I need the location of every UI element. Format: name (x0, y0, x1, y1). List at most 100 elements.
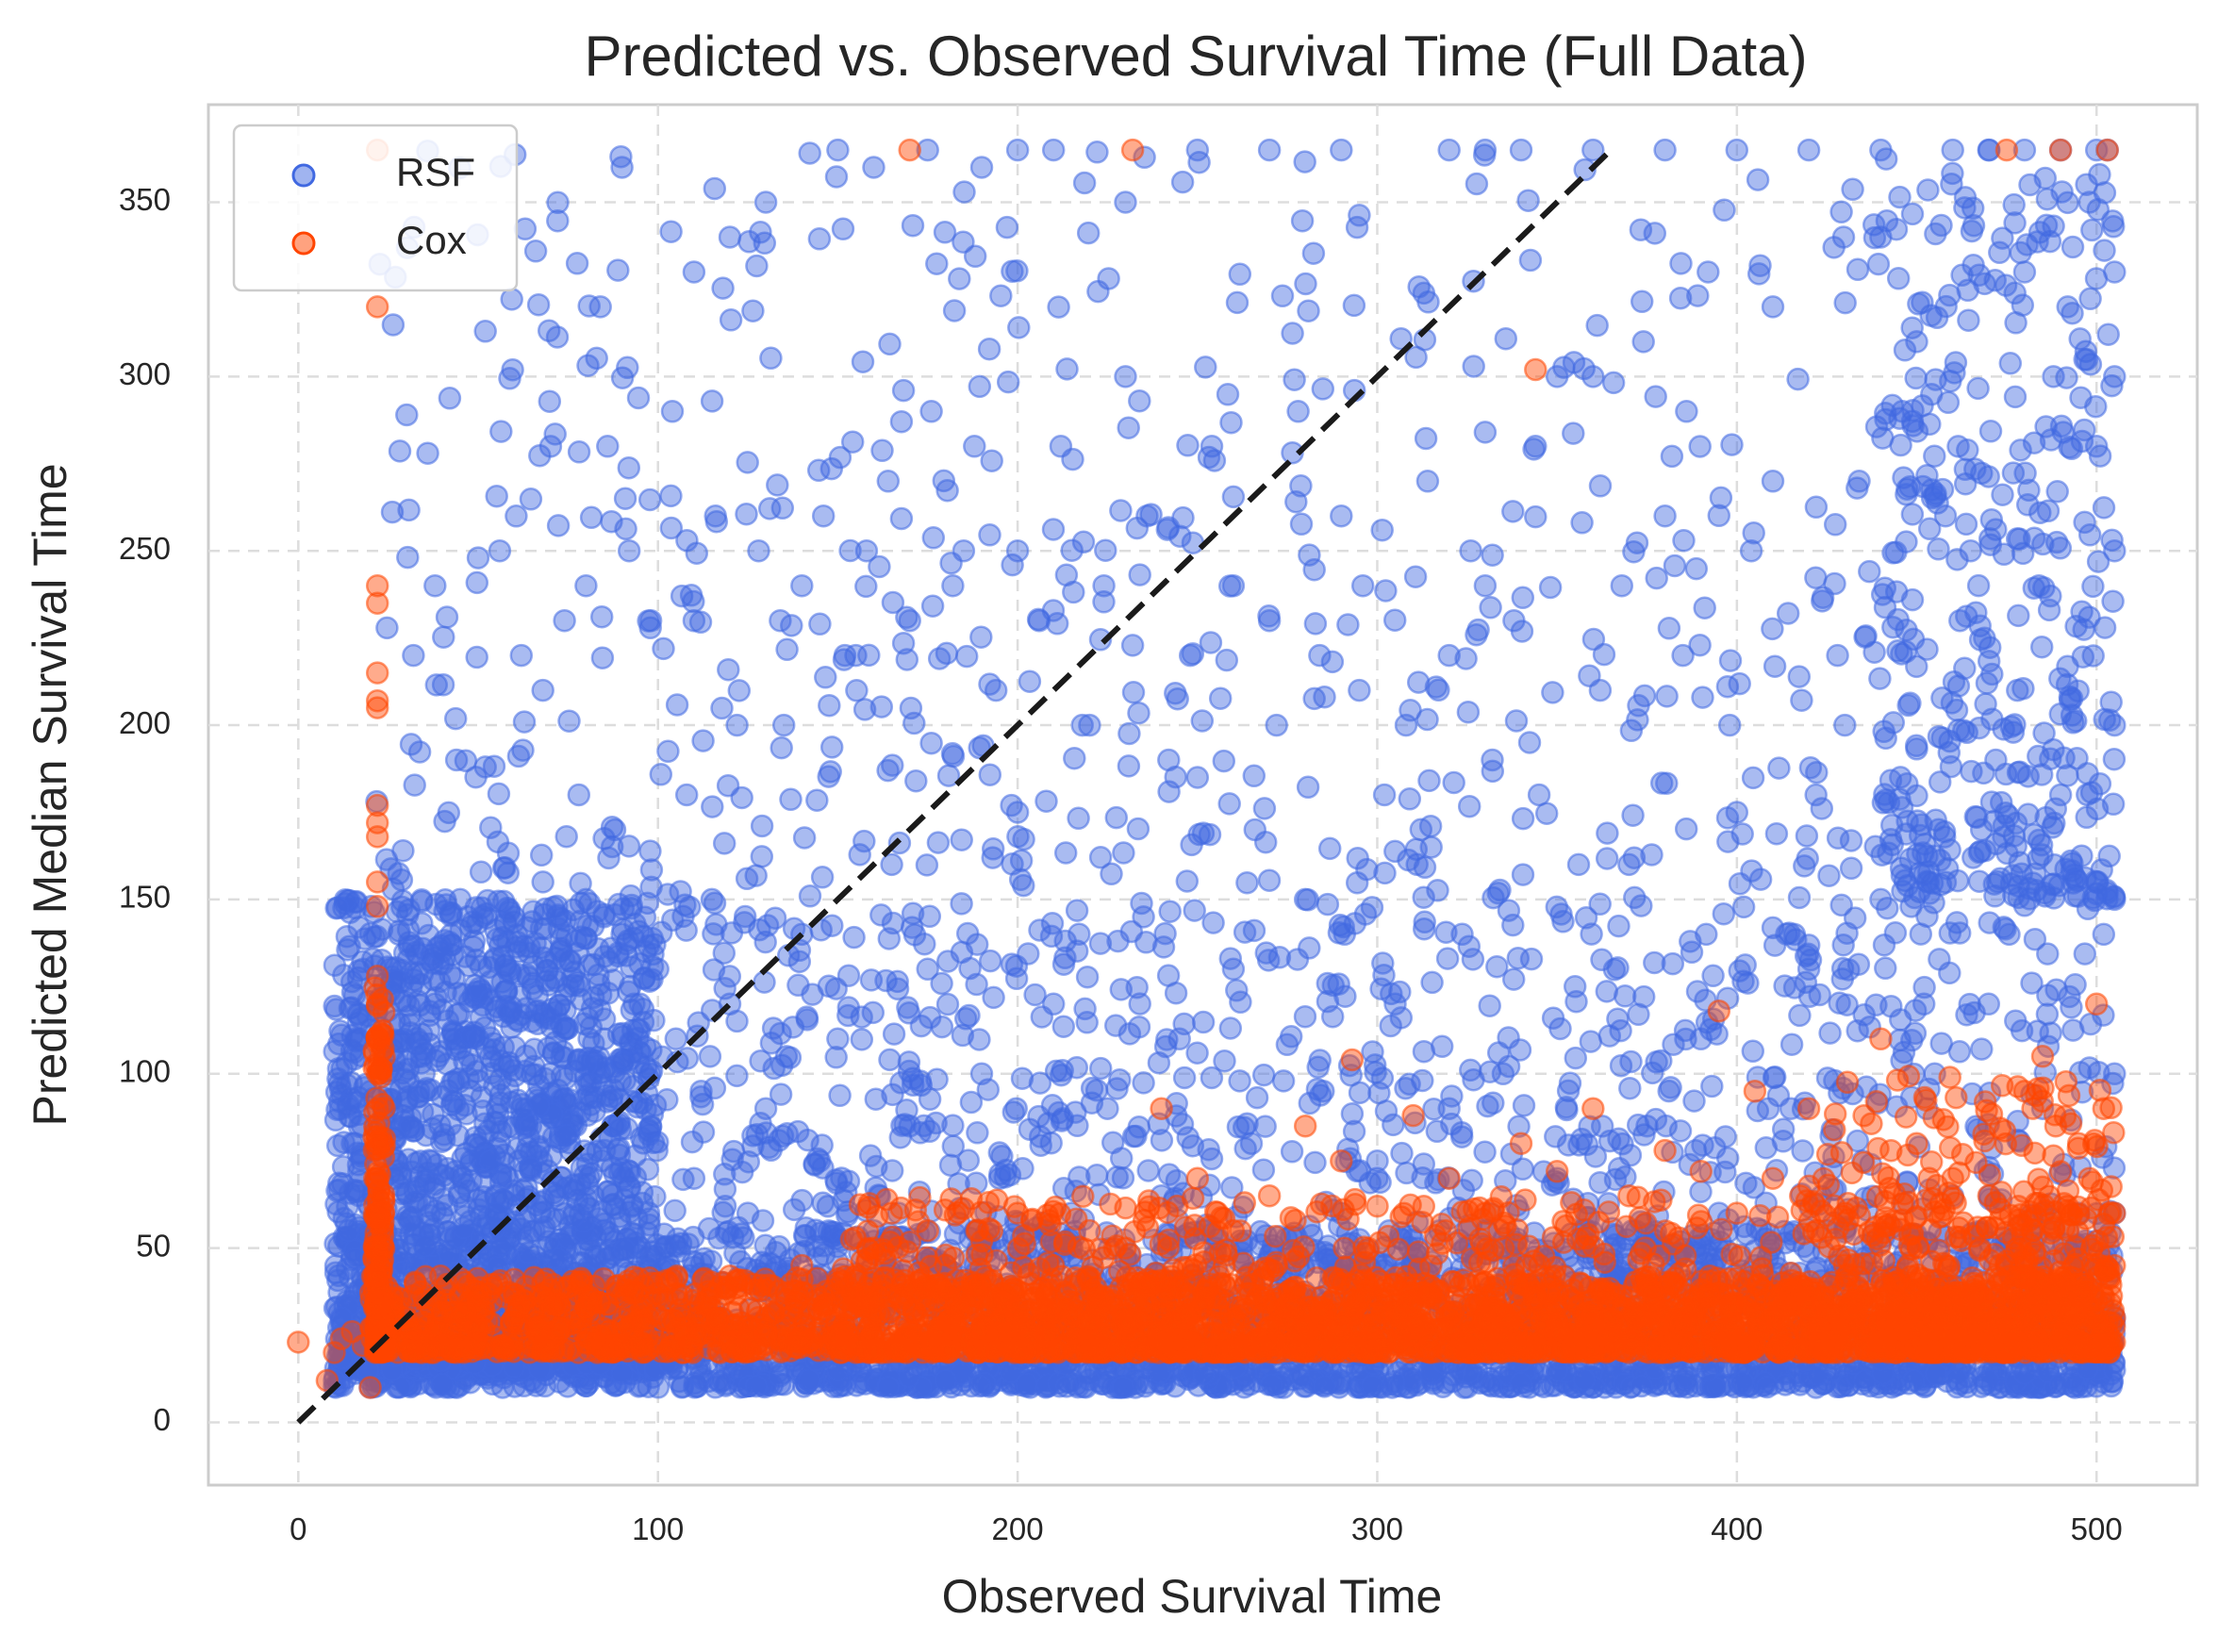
point-rsf (1361, 1374, 1384, 1398)
point-rsf (606, 944, 630, 968)
point-rsf (1459, 1058, 1482, 1082)
point-rsf (941, 1114, 965, 1137)
point-rsf (1631, 984, 1656, 1009)
point-rsf (461, 935, 486, 959)
point-rsf (1320, 1004, 1345, 1029)
point-rsf (1218, 1016, 1243, 1040)
point-rsf (544, 999, 568, 1024)
point-rsf (405, 1190, 429, 1214)
point-rsf (1200, 1066, 1224, 1090)
point-rsf (620, 1195, 644, 1218)
point-rsf (1588, 1170, 1612, 1195)
point-rsf (1558, 1071, 1582, 1096)
point-rsf (594, 1083, 618, 1107)
point-rsf (327, 1071, 352, 1096)
point-rsf (878, 1048, 902, 1072)
point-rsf (433, 1128, 456, 1152)
point-rsf (1602, 958, 1627, 982)
point-rsf (864, 1087, 888, 1111)
point-rsf (698, 1045, 722, 1068)
point-rsf (1683, 1139, 1708, 1163)
point-rsf (1955, 1002, 1978, 1027)
point-rsf (472, 1124, 496, 1148)
point-rsf (1308, 1049, 1332, 1072)
point-rsf (1172, 1066, 1197, 1090)
point-rsf (1412, 1039, 1436, 1064)
point-rsf (769, 1021, 792, 1046)
point-rsf (2010, 1018, 2034, 1043)
point-rsf (842, 925, 866, 950)
point-rsf (554, 1123, 579, 1148)
point-rsf (1075, 965, 1100, 989)
point-rsf (1293, 1004, 1317, 1029)
point-rsf (1874, 956, 1897, 981)
point-rsf (1659, 1076, 1682, 1099)
point-rsf (517, 1241, 541, 1264)
point-rsf (323, 1261, 348, 1284)
point-rsf (403, 1214, 426, 1239)
point-rsf (479, 988, 503, 1012)
point-rsf (1251, 1158, 1276, 1181)
point-rsf (601, 1182, 624, 1207)
point-rsf (1191, 1010, 1216, 1034)
point-rsf (516, 1135, 539, 1160)
point-rsf (438, 1243, 462, 1267)
point-rsf (413, 1234, 437, 1258)
point-rsf (655, 1088, 679, 1112)
point-rsf (930, 1015, 954, 1039)
point-rsf (1051, 1015, 1076, 1038)
point-rsf (713, 1194, 737, 1218)
point-rsf (1763, 1065, 1787, 1089)
point-rsf (645, 1138, 669, 1163)
point-rsf (440, 1021, 465, 1045)
point-rsf (604, 1114, 628, 1138)
point-rsf (1512, 1094, 1536, 1117)
point-rsf (1348, 1081, 1372, 1105)
point-rsf (1682, 1089, 1706, 1113)
point-rsf (453, 1194, 477, 1218)
point-rsf (1073, 997, 1097, 1021)
point-rsf (708, 1370, 732, 1394)
point-rsf (602, 968, 625, 992)
point-rsf (1156, 964, 1181, 987)
point-rsf (850, 1028, 874, 1051)
point-rsf (1597, 1024, 1622, 1048)
point-rsf (572, 1012, 596, 1036)
point-rsf (956, 1148, 981, 1172)
point-rsf (1700, 1074, 1724, 1099)
point-rsf (1271, 1069, 1296, 1093)
point-rsf (1741, 1039, 1765, 1064)
point-rsf (410, 962, 435, 986)
point-rsf (1788, 1003, 1812, 1028)
point-rsf (1333, 984, 1357, 1008)
point-rsf (2039, 1021, 2062, 1045)
point-rsf (541, 1041, 566, 1065)
point-rsf (410, 1099, 435, 1124)
point-rsf (488, 1049, 513, 1073)
point-rsf (670, 1376, 694, 1399)
point-rsf (1689, 1180, 1713, 1204)
point-rsf (478, 1148, 503, 1173)
point-rsf (574, 1052, 598, 1077)
point-rsf (978, 949, 1002, 973)
point-rsf (562, 1173, 586, 1197)
point-rsf (1371, 951, 1395, 975)
point-rsf (1245, 1085, 1269, 1110)
point-rsf (1619, 1049, 1643, 1074)
point-rsf (637, 1213, 661, 1237)
point-rsf (1080, 1076, 1104, 1100)
point-rsf (616, 1159, 640, 1182)
point-rsf (585, 1247, 608, 1271)
point-rsf (1128, 992, 1151, 1016)
point-rsf (1791, 1139, 1814, 1163)
point-rsf (1111, 1165, 1135, 1190)
point-rsf (520, 1219, 543, 1244)
point-rsf (552, 948, 576, 972)
point-rsf (515, 963, 539, 987)
point-rsf (1303, 1150, 1327, 1175)
point-rsf (613, 1237, 637, 1262)
point-rsf (1501, 967, 1526, 991)
point-rsf (1481, 1091, 1505, 1115)
point-rsf (1808, 983, 1831, 1007)
